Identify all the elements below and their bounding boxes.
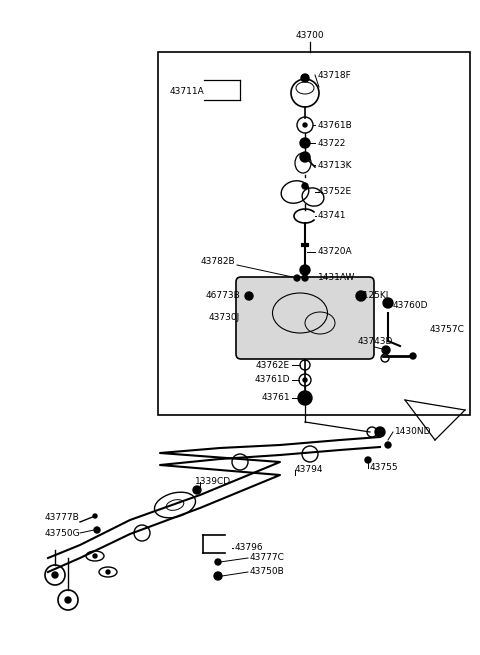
- Circle shape: [245, 292, 253, 300]
- Circle shape: [52, 572, 58, 578]
- Circle shape: [93, 514, 97, 518]
- Circle shape: [303, 123, 307, 127]
- Text: 43782B: 43782B: [200, 257, 235, 267]
- Text: 43730J: 43730J: [209, 314, 240, 322]
- Circle shape: [303, 378, 307, 382]
- Text: 43711A: 43711A: [170, 88, 205, 96]
- Circle shape: [410, 353, 416, 359]
- Circle shape: [301, 74, 309, 82]
- Text: 43743D: 43743D: [358, 337, 394, 346]
- Circle shape: [383, 298, 393, 308]
- Text: 43741: 43741: [318, 212, 347, 221]
- Text: 43777C: 43777C: [250, 553, 285, 563]
- Text: 43718F: 43718F: [318, 71, 352, 79]
- Circle shape: [94, 527, 100, 533]
- Circle shape: [214, 572, 222, 580]
- Text: 43761B: 43761B: [318, 121, 353, 130]
- Text: 43722: 43722: [318, 138, 347, 147]
- Text: 1430ND: 1430ND: [395, 428, 432, 436]
- Text: 43750G: 43750G: [45, 529, 81, 538]
- Text: 43713K: 43713K: [318, 160, 352, 170]
- Text: 43761: 43761: [262, 394, 290, 403]
- Text: 43761D: 43761D: [254, 375, 290, 384]
- Circle shape: [375, 427, 385, 437]
- Text: 43762E: 43762E: [256, 360, 290, 369]
- Circle shape: [300, 138, 310, 148]
- FancyBboxPatch shape: [201, 533, 227, 555]
- Text: 43750B: 43750B: [250, 567, 285, 576]
- Circle shape: [298, 391, 312, 405]
- FancyBboxPatch shape: [236, 277, 374, 359]
- Circle shape: [356, 291, 366, 301]
- Text: 43700: 43700: [296, 31, 324, 39]
- Circle shape: [300, 152, 310, 162]
- Text: 43757C: 43757C: [430, 326, 465, 335]
- Text: 43777B: 43777B: [45, 514, 80, 523]
- Text: 1339CD: 1339CD: [195, 477, 231, 487]
- Text: 43760D: 43760D: [393, 301, 429, 310]
- Circle shape: [365, 457, 371, 463]
- Circle shape: [294, 275, 300, 281]
- Text: 1431AW: 1431AW: [318, 274, 355, 282]
- Circle shape: [65, 597, 71, 603]
- Circle shape: [302, 275, 308, 281]
- Circle shape: [300, 265, 310, 275]
- Circle shape: [385, 442, 391, 448]
- Text: 46773B: 46773B: [205, 291, 240, 301]
- Text: 43796: 43796: [235, 544, 264, 553]
- Bar: [158, 52, 470, 415]
- Circle shape: [193, 486, 201, 494]
- Circle shape: [106, 570, 110, 574]
- Circle shape: [215, 559, 221, 565]
- Text: 43755: 43755: [370, 464, 398, 472]
- Text: 1125KJ: 1125KJ: [358, 291, 389, 301]
- Text: 43752E: 43752E: [318, 187, 352, 196]
- Circle shape: [302, 183, 308, 189]
- Circle shape: [93, 554, 97, 558]
- Text: 43794: 43794: [295, 466, 324, 474]
- Circle shape: [382, 346, 390, 354]
- Text: 43720A: 43720A: [318, 248, 353, 257]
